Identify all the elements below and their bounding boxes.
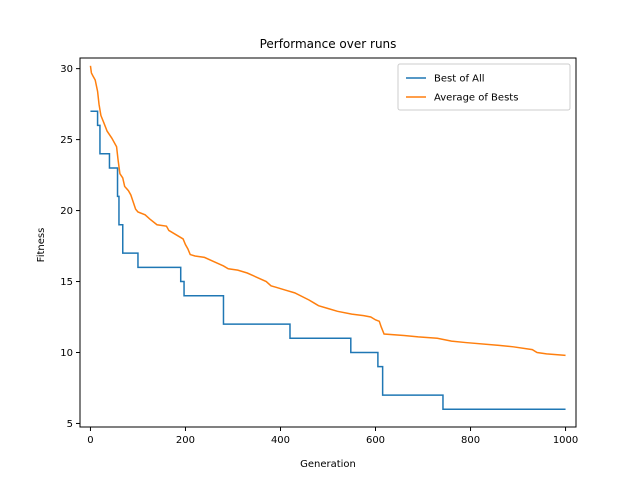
x-tick-label: 0 — [87, 435, 93, 446]
x-tick-label: 400 — [271, 435, 290, 446]
y-tick-label: 5 — [67, 419, 73, 430]
average-of-bests-line — [89, 65, 566, 357]
chart-title: Performance over runs — [260, 37, 397, 51]
x-axis-label: Generation — [300, 459, 356, 470]
axes-frame — [79, 57, 577, 428]
x-tick-label: 600 — [366, 435, 385, 446]
x-axis-ticks: 0 200 400 600 800 1000 — [87, 427, 578, 446]
legend-box — [397, 63, 571, 111]
best-of-all-line — [90, 110, 566, 411]
legend-label: Best of All — [434, 74, 485, 85]
y-tick-label: 20 — [60, 206, 73, 217]
y-tick-label: 10 — [60, 348, 73, 359]
y-axis-label: Fitness — [36, 228, 47, 263]
legend-label: Average of Bests — [434, 93, 518, 104]
plot-lines — [89, 65, 566, 411]
y-tick-label: 15 — [60, 277, 73, 288]
y-tick-label: 30 — [60, 64, 73, 75]
y-axis-ticks: 5 10 15 20 25 30 — [60, 64, 80, 430]
x-tick-label: 200 — [176, 435, 195, 446]
x-tick-label: 800 — [461, 435, 480, 446]
x-tick-label: 1000 — [553, 435, 578, 446]
y-tick-label: 25 — [60, 135, 73, 146]
legend: Best of All Average of Bests — [397, 63, 571, 111]
